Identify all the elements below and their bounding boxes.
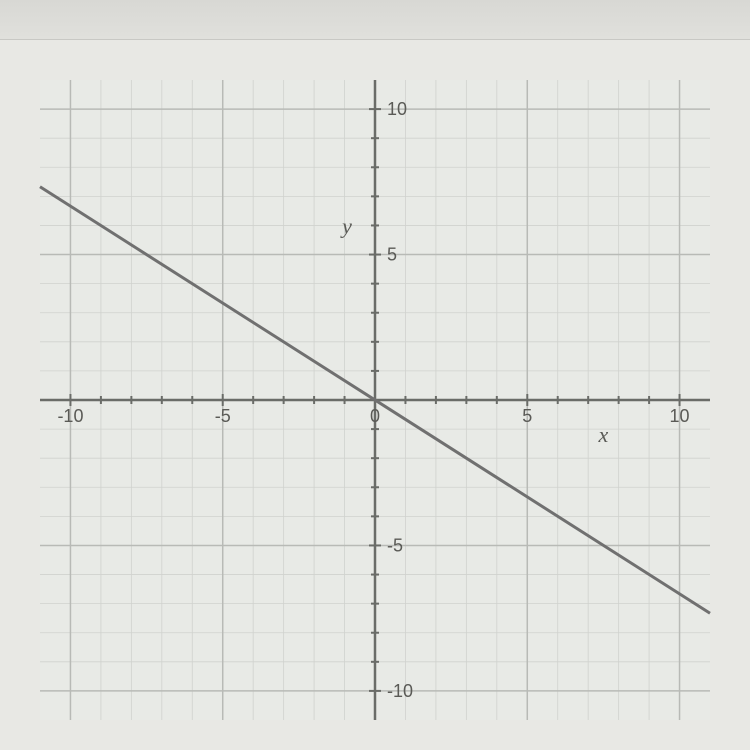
y-axis-label: y (340, 213, 352, 238)
x-tick-label: -10 (57, 406, 83, 426)
x-tick-label: 0 (370, 406, 380, 426)
x-tick-label: -5 (215, 406, 231, 426)
x-tick-label: 10 (670, 406, 690, 426)
y-tick-label: 5 (387, 245, 397, 265)
y-tick-label: 10 (387, 99, 407, 119)
chart-container: -10 -5 0 5 10 -10 -5 5 10 x y (0, 40, 750, 750)
chart-svg: -10 -5 0 5 10 -10 -5 5 10 x y (30, 60, 720, 730)
x-tick-label: 5 (522, 406, 532, 426)
x-axis-label: x (598, 422, 609, 447)
y-tick-label: -5 (387, 535, 403, 555)
top-band (0, 0, 750, 40)
y-tick-label: -10 (387, 681, 413, 701)
